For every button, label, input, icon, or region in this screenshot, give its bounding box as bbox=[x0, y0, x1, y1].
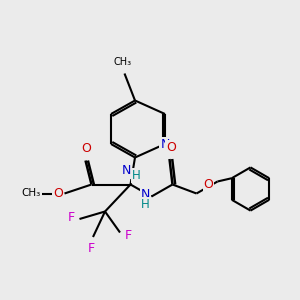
Text: N: N bbox=[160, 137, 170, 151]
Text: CH₃: CH₃ bbox=[22, 188, 41, 199]
Text: N: N bbox=[121, 164, 131, 178]
Text: O: O bbox=[81, 142, 91, 155]
Text: H: H bbox=[132, 169, 141, 182]
Text: CH₃: CH₃ bbox=[114, 57, 132, 67]
Text: N: N bbox=[141, 188, 150, 202]
Text: H: H bbox=[141, 197, 150, 211]
Text: F: F bbox=[88, 242, 95, 255]
Text: O: O bbox=[166, 141, 176, 154]
Text: F: F bbox=[124, 229, 132, 242]
Text: O: O bbox=[204, 178, 213, 191]
Text: O: O bbox=[53, 187, 63, 200]
Text: F: F bbox=[68, 211, 75, 224]
